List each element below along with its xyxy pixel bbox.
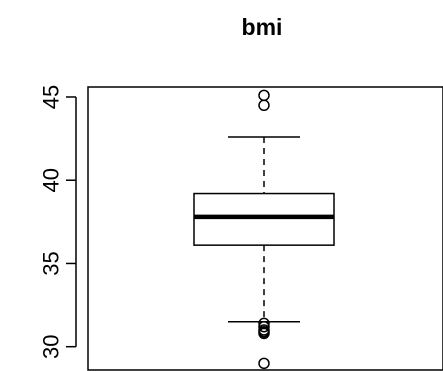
y-axis: 30 35 40 45 [39, 85, 77, 359]
outlier-point [258, 89, 270, 102]
outlier-point [258, 357, 270, 370]
outlier-point [258, 320, 270, 333]
chart-title: bmi [242, 14, 283, 40]
plot-area [193, 89, 335, 370]
outlier-point [258, 99, 270, 112]
y-tick-label: 35 [39, 251, 64, 275]
y-tick-label: 45 [39, 85, 64, 109]
iqr-box [193, 192, 335, 246]
y-tick-label: 40 [39, 168, 64, 192]
plot-frame [87, 86, 443, 371]
outlier-point [258, 327, 270, 340]
y-tick-label: 30 [39, 334, 64, 358]
